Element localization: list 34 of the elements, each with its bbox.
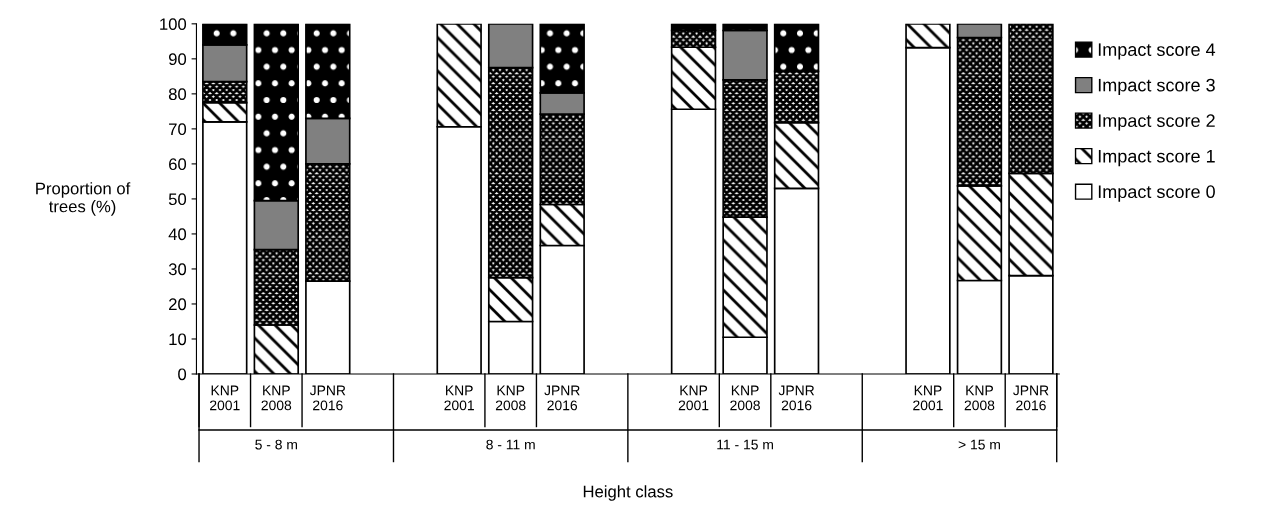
x-tick-label: JPNR 2016	[1013, 385, 1049, 411]
y-tick-label: 20	[169, 298, 187, 311]
x-tick-label: KNP 2008	[964, 385, 995, 411]
x-axis-title: Height class	[583, 485, 673, 501]
text: 8 - 11 m	[486, 439, 535, 450]
text: 5 - 8 m	[255, 439, 297, 450]
y-tick-label: 40	[168, 228, 187, 241]
x-tick-label: KNP 2008	[261, 385, 292, 411]
text: > 15 m	[958, 439, 1000, 450]
x-tick-label: JPNR 2016	[309, 385, 346, 411]
legend-label: Impact score 4	[1098, 43, 1216, 60]
x-tick-label: KNP 2008	[730, 385, 760, 411]
y-tick-label: 100	[160, 18, 187, 31]
y-tick-label: 50	[168, 193, 187, 206]
x-tick-label: JPNR 2016	[544, 385, 580, 411]
text: 11 - 15 m	[717, 439, 773, 450]
x-tick-label: KNP 2001	[678, 385, 709, 411]
y-axis-title: Proportion of trees (%)	[36, 182, 131, 216]
x-tick-label: JPNR 2016	[778, 385, 815, 411]
y-tick-label: 70	[169, 123, 187, 136]
legend-label: Impact score 0	[1098, 185, 1215, 202]
y-tick-label: 30	[168, 263, 187, 276]
y-tick-label: 90	[168, 53, 187, 66]
y-tick-label: 80	[168, 88, 187, 101]
x-tick-label: KNP 2001	[210, 385, 240, 411]
y-tick-label: 0	[178, 368, 187, 381]
legend-label: Impact score 2	[1098, 114, 1215, 131]
x-tick-label: KNP 2001	[444, 385, 474, 411]
x-tick-label: KNP 2008	[495, 385, 526, 411]
x-tick-label: KNP 2001	[913, 385, 943, 411]
legend-label: Impact score 1	[1098, 149, 1215, 167]
legend-label: Impact score 3	[1098, 78, 1215, 96]
y-tick-label: 60	[169, 158, 187, 171]
y-tick-label: 10	[169, 333, 187, 346]
